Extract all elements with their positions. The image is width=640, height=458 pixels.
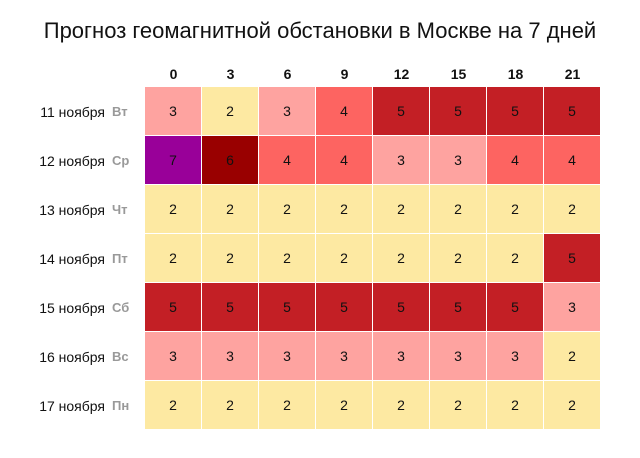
row-label: 16 ноября Вс [0,332,140,381]
hour-label: 3 [226,66,235,82]
heatmap-cell: 3 [316,332,372,380]
heatmap-cell: 2 [373,381,429,429]
hour-label: 9 [340,66,349,82]
heatmap-cell: 4 [544,136,600,184]
heatmap-cell: 4 [487,136,543,184]
heatmap-cell: 5 [487,87,543,135]
heatmap-cell: 4 [259,136,315,184]
heatmap-cell: 2 [259,381,315,429]
heatmap-cell: 7 [145,136,201,184]
date-label: 12 ноября [39,152,105,169]
heatmap-cell: 2 [487,234,543,282]
heatmap-cell: 6 [202,136,258,184]
hour-label: 0 [169,66,178,82]
heatmap-cell: 5 [259,283,315,331]
heatmap-cell: 3 [373,136,429,184]
date-label: 11 ноября [40,103,105,120]
heatmap-cell: 5 [430,283,486,331]
heatmap-cell: 2 [145,381,201,429]
heatmap-cell: 5 [373,283,429,331]
date-label: 14 ноября [39,250,105,267]
heatmap-cell: 2 [430,381,486,429]
hour-label: 6 [283,66,292,82]
heatmap-cell: 3 [259,332,315,380]
weekday-label: Чт [112,202,128,217]
heatmap-cell: 5 [202,283,258,331]
heatmap-cell: 2 [316,185,372,233]
weekday-label: Пт [112,251,128,266]
heatmap-cell: 4 [316,136,372,184]
heatmap-cell: 2 [145,234,201,282]
heatmap-cell: 2 [145,185,201,233]
date-label: 17 ноября [39,397,105,414]
heatmap-cell: 3 [145,87,201,135]
heatmap-cell: 4 [316,87,372,135]
heatmap-cell: 2 [430,234,486,282]
heatmap-cell: 5 [430,87,486,135]
date-label: 13 ноября [39,201,105,218]
weekday-label: Пн [112,398,130,413]
heatmap-cell: 5 [487,283,543,331]
heatmap-cell: 5 [544,87,600,135]
heatmap-cell: 2 [487,185,543,233]
heatmap-cell: 5 [373,87,429,135]
heatmap-cell: 5 [544,234,600,282]
heatmap-cell: 2 [202,185,258,233]
weekday-label: Ср [112,153,130,168]
heatmap-cell: 2 [202,87,258,135]
hour-header: 0 3 6 9 12 15 18 21 [145,66,601,82]
row-label: 12 ноября Ср [0,136,140,185]
row-label: 15 ноября Сб [0,283,140,332]
heatmap-cell: 2 [259,185,315,233]
hour-label: 12 [393,66,410,82]
heatmap-cell: 3 [145,332,201,380]
heatmap-cell: 3 [202,332,258,380]
heatmap-cell: 2 [316,381,372,429]
weekday-label: Вс [112,349,129,364]
hour-label: 21 [564,66,581,82]
hour-label: 15 [450,66,467,82]
heatmap-cell: 2 [544,381,600,429]
heatmap-cell: 5 [316,283,372,331]
chart-title: Прогноз геомагнитной обстановки в Москве… [43,18,597,43]
heatmap-cell: 2 [316,234,372,282]
heatmap-cell: 2 [487,381,543,429]
heatmap-cell: 3 [487,332,543,380]
heatmap-cell: 3 [259,87,315,135]
weekday-label: Вт [112,104,128,119]
heatmap-cell: 2 [544,332,600,380]
row-label: 13 ноября Чт [0,185,140,234]
heatmap-cell: 3 [373,332,429,380]
row-label: 14 ноября Пт [0,234,140,283]
heatmap-cell: 3 [430,136,486,184]
heatmap-cell: 2 [202,234,258,282]
weekday-label: Сб [112,300,130,315]
date-label: 15 ноября [39,299,105,316]
heatmap-cell: 3 [430,332,486,380]
row-labels: 11 ноября Вт 12 ноября Ср 13 ноября Чт 14 нояб… [0,87,140,430]
heatmap-cell: 2 [373,185,429,233]
heatmap-cell: 2 [544,185,600,233]
row-label: 11 ноября Вт [0,87,140,136]
heatmap-cell: 2 [202,381,258,429]
heatmap-cell: 2 [373,234,429,282]
heatmap-cell: 5 [145,283,201,331]
heatmap-cell: 3 [544,283,600,331]
heatmap-cell: 2 [430,185,486,233]
heatmap-cell: 2 [259,234,315,282]
date-label: 16 ноября [39,348,105,365]
row-label: 17 ноября Пн [0,381,140,430]
hour-label: 18 [507,66,524,82]
